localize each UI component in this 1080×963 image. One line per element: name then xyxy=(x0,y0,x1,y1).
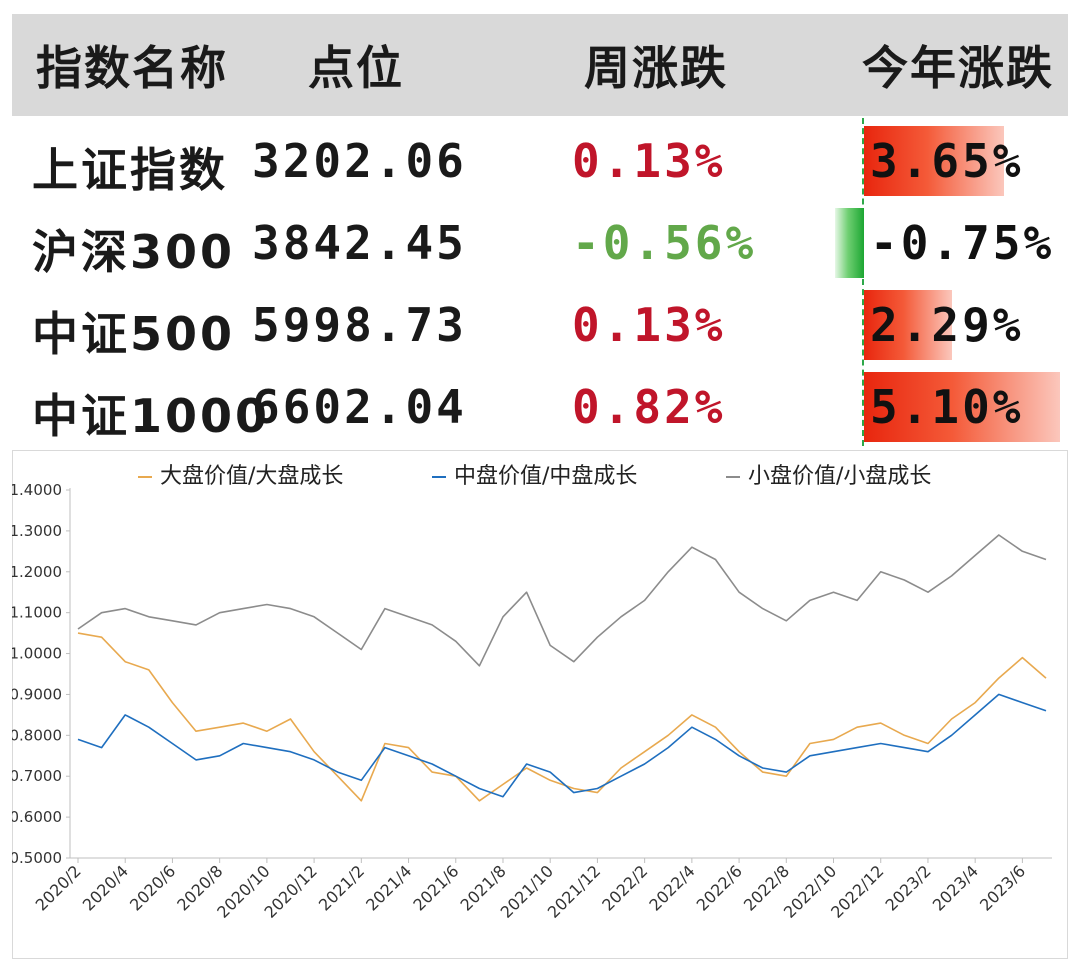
ytd-change: 2.29% xyxy=(870,298,1024,352)
header-ytd: 今年涨跌 xyxy=(862,41,1054,95)
legend-swatch xyxy=(726,476,740,478)
legend-label: 小盘价值/小盘成长 xyxy=(748,464,932,489)
y-tick-label: 1.3000 xyxy=(12,522,62,540)
legend-item: 小盘价值/小盘成长 xyxy=(726,458,931,490)
x-tick-label: 2023/6 xyxy=(976,861,1029,914)
series-line-2 xyxy=(77,534,1047,667)
ytd-change: -0.75% xyxy=(870,216,1055,270)
y-tick-label: 0.9000 xyxy=(12,685,62,703)
x-tick-label: 2020/2 xyxy=(32,861,85,914)
table-header: 指数名称 点位 周涨跌 今年涨跌 xyxy=(12,14,1068,116)
y-tick-label: 1.4000 xyxy=(12,481,62,499)
x-tick-label: 2020/6 xyxy=(126,861,179,914)
x-tick-label: 2021/12 xyxy=(544,861,604,921)
x-tick-label: 2022/2 xyxy=(598,861,651,914)
table-row: 沪深300 3842.45 -0.56% -0.75% xyxy=(12,202,1068,284)
legend-swatch xyxy=(432,476,446,478)
ytd-bar xyxy=(864,372,1060,442)
index-table: 指数名称 点位 周涨跌 今年涨跌 上证指数 3202.06 0.13% 3.65… xyxy=(12,14,1068,446)
y-tick-label: 0.8000 xyxy=(12,726,62,744)
y-tick-label: 1.0000 xyxy=(12,645,62,663)
legend-label: 大盘价值/大盘成长 xyxy=(160,464,344,489)
ytd-bar xyxy=(835,208,864,278)
index-price: 3842.45 xyxy=(252,216,467,270)
y-tick-label: 1.2000 xyxy=(12,563,62,581)
x-tick-label: 2021/2 xyxy=(315,861,368,914)
x-tick-label: 2021/4 xyxy=(362,861,415,914)
ytd-bar xyxy=(864,126,1005,196)
week-change: -0.56% xyxy=(572,216,757,270)
x-tick-label: 2022/6 xyxy=(693,861,746,914)
chart-plot: 0.5000 0.6000 0.7000 0.8000 0.9000 1.0000 1.10… xyxy=(12,450,1068,959)
index-price: 6602.04 xyxy=(252,380,467,434)
ytd-bar xyxy=(864,290,952,360)
header-name: 指数名称 xyxy=(36,41,228,95)
index-name: 沪深300 xyxy=(32,225,236,279)
index-name: 中证1000 xyxy=(32,389,271,443)
legend-label: 中盘价值/中盘成长 xyxy=(454,464,638,489)
header-price: 点位 xyxy=(308,41,404,95)
legend-item: 大盘价值/大盘成长 xyxy=(138,458,343,490)
y-tick-label: 0.6000 xyxy=(12,808,62,826)
week-change: 0.13% xyxy=(572,134,726,188)
index-name: 上证指数 xyxy=(32,143,228,197)
y-tick-label: 0.5000 xyxy=(12,849,62,867)
x-tick-label: 2022/12 xyxy=(827,861,887,921)
y-tick-label: 0.7000 xyxy=(12,767,62,785)
index-name: 中证500 xyxy=(32,307,236,361)
y-tick-label: 1.1000 xyxy=(12,604,62,622)
index-price: 5998.73 xyxy=(252,298,467,352)
table-row: 中证1000 6602.04 0.82% 5.10% xyxy=(12,366,1068,448)
index-price: 3202.06 xyxy=(252,134,467,188)
x-tick-label: 2022/4 xyxy=(645,861,698,914)
ytd-zero-axis xyxy=(862,118,864,446)
header-week: 周涨跌 xyxy=(584,41,728,95)
chart-border xyxy=(12,450,1068,959)
ytd-change: 5.10% xyxy=(870,380,1024,434)
series-line-1 xyxy=(77,693,1047,798)
table-row: 上证指数 3202.06 0.13% 3.65% xyxy=(12,120,1068,202)
series-line-0 xyxy=(77,632,1047,802)
week-change: 0.82% xyxy=(572,380,726,434)
x-tick-label: 2020/4 xyxy=(79,861,132,914)
x-tick-label: 2021/6 xyxy=(409,861,462,914)
table-row: 中证500 5998.73 0.13% 2.29% xyxy=(12,284,1068,366)
x-tick-label: 2023/2 xyxy=(882,861,935,914)
x-tick-label: 2023/4 xyxy=(929,861,982,914)
ytd-change: 3.65% xyxy=(870,134,1024,188)
week-change: 0.13% xyxy=(572,298,726,352)
x-tick-label: 2020/12 xyxy=(260,861,320,921)
line-chart: 大盘价值/大盘成长 中盘价值/中盘成长 小盘价值/小盘成长 0.5000 0.60… xyxy=(12,450,1068,960)
legend-swatch xyxy=(138,476,152,478)
legend-item: 中盘价值/中盘成长 xyxy=(432,458,637,490)
